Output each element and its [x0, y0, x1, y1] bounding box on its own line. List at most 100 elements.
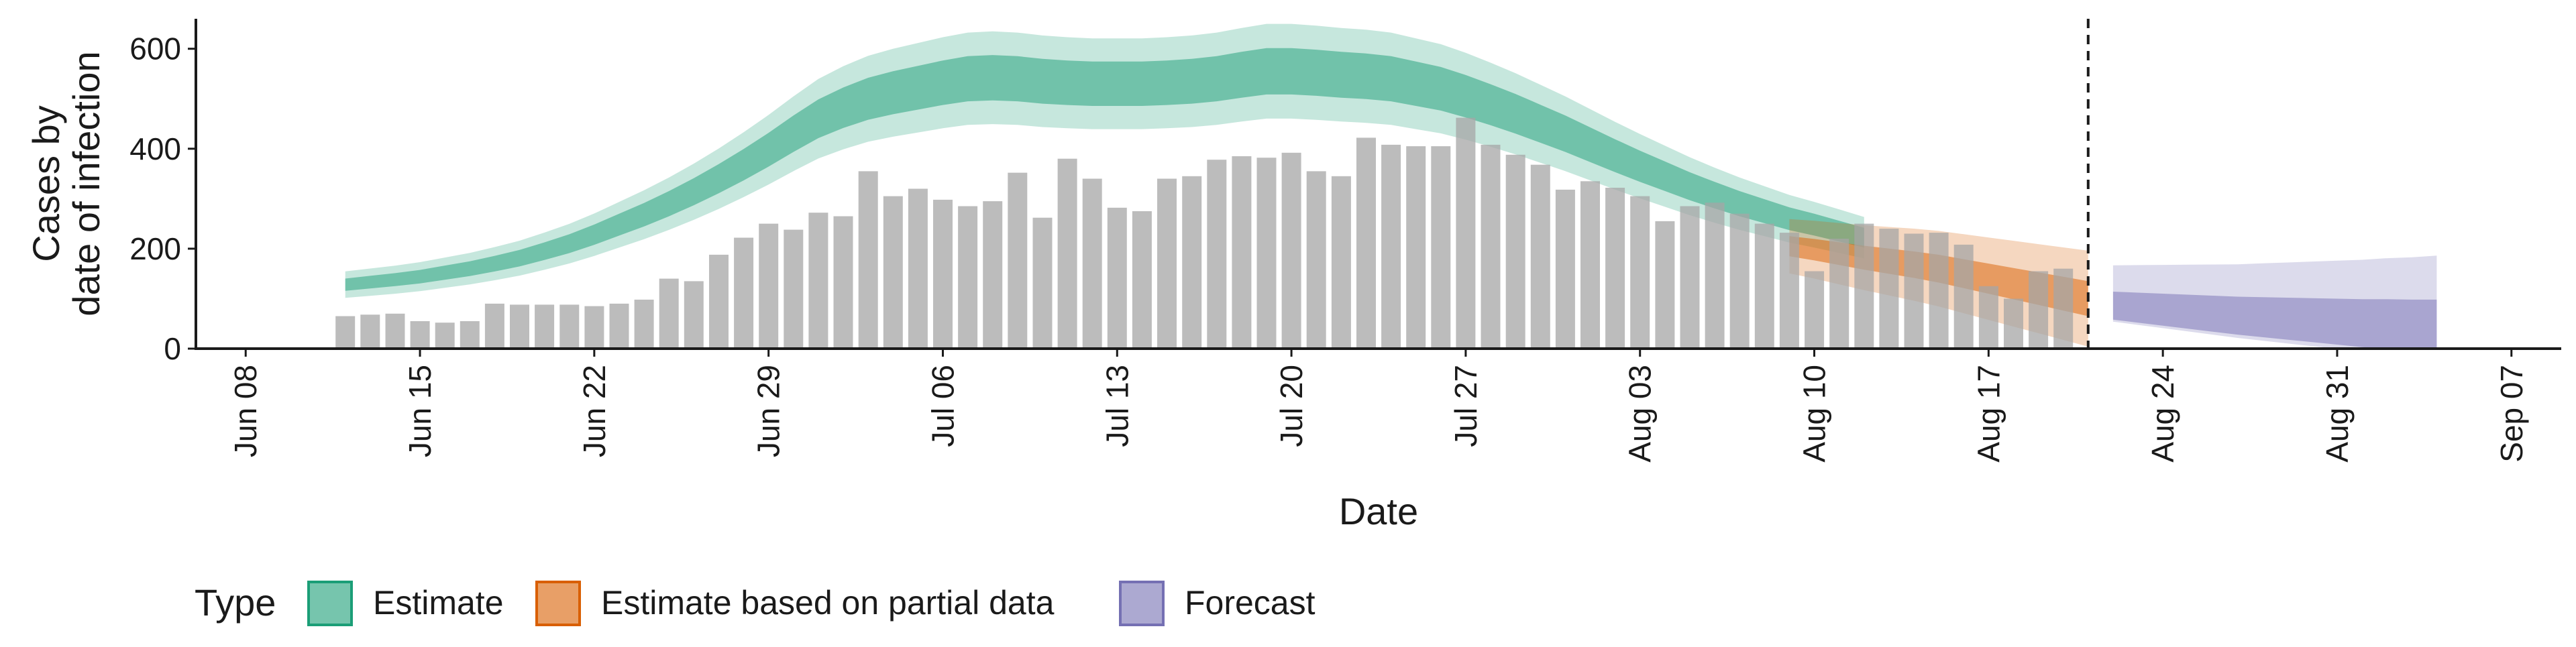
bar: [385, 313, 405, 349]
y-axis-title-line: date of infection: [65, 51, 107, 316]
x-tick-label: Jul 20: [1274, 365, 1309, 447]
estimate-inner-band: [345, 48, 1864, 291]
bar: [1904, 233, 1924, 349]
bar: [2004, 298, 2023, 349]
bar: [360, 314, 380, 349]
legend-swatch: [535, 581, 581, 626]
bar: [1107, 207, 1127, 349]
bar: [1805, 271, 1825, 349]
bar: [908, 188, 928, 349]
bar: [1754, 223, 1774, 349]
legend-label: Estimate: [373, 584, 504, 622]
x-tick-label: Jul 13: [1099, 365, 1134, 447]
bar: [1356, 137, 1376, 349]
legend-swatch: [307, 581, 353, 626]
bar: [2029, 271, 2049, 349]
bar: [1779, 233, 1799, 349]
bar: [1929, 233, 1949, 349]
bar: [634, 299, 654, 349]
legend-swatch: [1119, 581, 1165, 626]
bar: [983, 201, 1003, 349]
bar: [335, 316, 356, 349]
bar: [1032, 217, 1053, 349]
bar: [1182, 176, 1202, 349]
legend-label: Estimate based on partial data: [601, 584, 1055, 622]
bar: [1008, 172, 1028, 349]
bar: [1879, 229, 1899, 349]
bar: [1530, 164, 1550, 349]
y-axis-title-line: Cases by: [25, 105, 67, 261]
bar: [709, 254, 729, 349]
y-tick-label: 200: [129, 231, 181, 266]
bar: [1331, 176, 1351, 349]
x-axis-title: Date: [1339, 490, 1418, 532]
x-tick-label: Sep 07: [2494, 365, 2529, 463]
legend: Type Estimate Estimate based on partial da…: [195, 581, 1316, 626]
bar: [2053, 268, 2074, 349]
bar: [1306, 171, 1326, 349]
bar: [1256, 158, 1277, 349]
x-tick-label: Aug 10: [1797, 365, 1832, 463]
x-tick-label: Jun 22: [577, 365, 612, 457]
x-tick-label: Jun 29: [751, 365, 786, 457]
bar: [1082, 178, 1102, 349]
y-tick-label: 600: [129, 32, 181, 66]
bar: [808, 213, 828, 349]
x-tick-label: Jul 06: [926, 365, 961, 447]
x-tick-label: Aug 17: [1971, 365, 2006, 463]
bar: [734, 237, 754, 349]
y-tick-label: 400: [129, 131, 181, 166]
bar: [1729, 213, 1750, 349]
bar: [1680, 206, 1700, 349]
legend-title: Type: [195, 581, 276, 624]
bar: [1207, 160, 1227, 349]
bar: [1281, 152, 1301, 349]
legend-label: Forecast: [1185, 584, 1316, 622]
bar: [1132, 211, 1152, 349]
bar: [759, 223, 779, 349]
y-tick-label: 0: [164, 331, 181, 366]
bar: [1431, 146, 1451, 349]
x-tick-label: Jul 27: [1448, 365, 1483, 447]
bar: [684, 281, 704, 349]
x-tick-label: Jun 08: [228, 365, 263, 457]
bar: [1406, 146, 1426, 349]
bar: [1057, 158, 1077, 349]
x-tick-label: Aug 03: [1623, 365, 1658, 463]
x-tick-label: Aug 24: [2145, 365, 2180, 463]
bar: [1630, 196, 1650, 349]
bar: [1829, 239, 1849, 349]
reported-cases-bars: [335, 117, 2074, 349]
bar: [659, 278, 679, 349]
forecast-inner-band: [2112, 292, 2437, 349]
bar: [883, 196, 903, 349]
axes: 0 200 400 600 Jun 08 Jun 15 Jun 22 Jun 29 Jul 06…: [25, 19, 2561, 532]
bar: [1381, 144, 1401, 349]
bar: [1580, 181, 1600, 349]
bar: [1232, 156, 1252, 349]
bar: [484, 303, 504, 349]
bar: [1605, 188, 1625, 349]
x-tick-label: Jun 15: [402, 365, 437, 457]
bar: [460, 321, 480, 349]
bar: [833, 216, 853, 349]
bar: [1705, 202, 1725, 349]
bar: [1456, 117, 1476, 349]
bar: [435, 322, 455, 349]
bar: [609, 303, 629, 349]
bar: [535, 304, 555, 349]
bar: [1854, 223, 1874, 349]
bar: [410, 321, 430, 349]
bar: [858, 171, 878, 349]
bar: [1481, 144, 1501, 349]
bar: [933, 199, 953, 349]
bar: [510, 304, 529, 349]
bar: [1555, 189, 1575, 349]
bar: [1157, 178, 1177, 349]
bar: [784, 229, 804, 349]
bar: [1978, 286, 1998, 349]
bar: [584, 306, 604, 349]
bar: [958, 206, 978, 349]
